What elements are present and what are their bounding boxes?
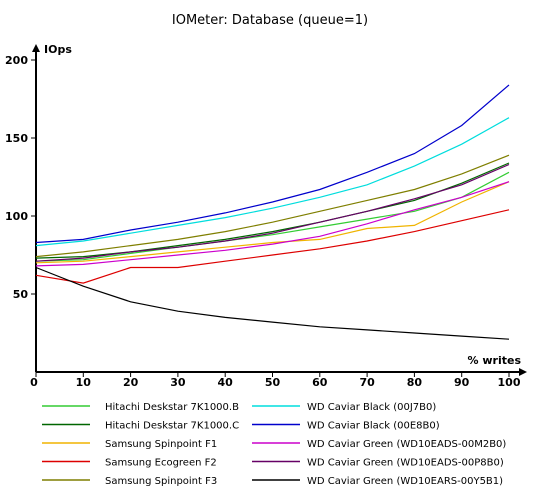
y-tick-label: 200 [5, 54, 28, 67]
x-tick-label: 60 [312, 376, 328, 389]
series-line-10 [35, 266, 510, 340]
legend-label-7: WD Caviar Black (00E8B0) [307, 421, 440, 432]
x-tick-label: 50 [265, 376, 281, 389]
chart-title: IOMeter: Database (queue=1) [172, 13, 368, 28]
x-tick-label: 0 [30, 376, 38, 389]
legend-label-3: Samsung Spinpoint F1 [105, 439, 217, 450]
x-tick-label: 30 [170, 376, 186, 389]
legend-label-8: WD Caviar Green (WD10EADS-00M2B0) [307, 439, 506, 450]
axes: IOps % writes 50 100 150 200 0 10 20 30 40 50 60 70 80… [5, 43, 527, 389]
x-tick-label: 70 [359, 376, 375, 389]
y-axis-title: IOps [44, 43, 72, 56]
x-tick-label: 40 [218, 376, 234, 389]
legend: Hitachi Deskstar 7K1000.B Hitachi Desksta… [42, 402, 506, 487]
legend-label-1: Hitachi Deskstar 7K1000.B [105, 402, 239, 413]
y-axis-arrow [32, 44, 40, 52]
x-tick-label: 20 [123, 376, 139, 389]
series-line-7 [35, 84, 510, 244]
series-line-3 [35, 181, 510, 264]
legend-label-5: Samsung Spinpoint F3 [105, 476, 217, 487]
series-line-8 [35, 181, 510, 267]
series-line-1 [35, 171, 510, 262]
y-tick-label: 150 [5, 132, 28, 145]
x-axis-title: % writes [468, 354, 522, 367]
x-axis-arrow [519, 368, 527, 376]
legend-label-4: Samsung Ecogreen F2 [105, 458, 217, 469]
series-line-4 [35, 209, 510, 284]
legend-label-9: WD Caviar Green (WD10EADS-00P8B0) [307, 458, 504, 469]
x-tick-label: 100 [498, 376, 521, 389]
series-line-5 [35, 154, 510, 258]
series-line-6 [35, 117, 510, 247]
series-line-9 [35, 163, 510, 262]
y-tick-label: 100 [5, 210, 28, 223]
y-tick-label: 50 [13, 288, 29, 301]
x-tick-label: 90 [454, 376, 470, 389]
x-tick-label: 10 [76, 376, 92, 389]
x-tick-label: 80 [407, 376, 423, 389]
legend-label-2: Hitachi Deskstar 7K1000.C [105, 421, 239, 432]
series-layer [35, 84, 510, 340]
legend-label-10: WD Caviar Green (WD10EARS-00Y5B1) [307, 476, 503, 487]
legend-label-6: WD Caviar Black (00J7B0) [307, 402, 436, 413]
